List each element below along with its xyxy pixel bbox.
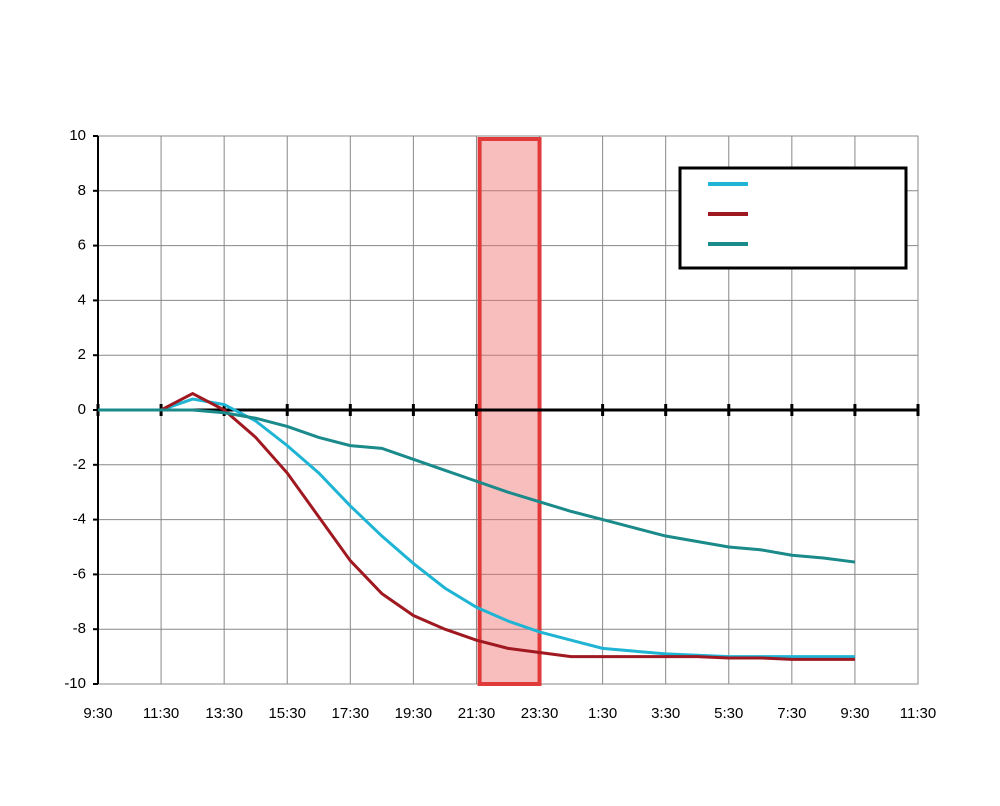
x-tick-label: 9:30 — [840, 705, 869, 722]
x-tick-label: 11:30 — [143, 705, 179, 722]
y-tick-label: -10 — [64, 675, 86, 692]
y-tick-label: 10 — [69, 127, 86, 144]
y-tick-label: 8 — [78, 182, 86, 199]
series-line — [98, 408, 856, 564]
x-tick-label: 11:30 — [900, 705, 936, 722]
x-tick-label: 13:30 — [205, 705, 243, 722]
y-tick-label: 0 — [78, 401, 86, 418]
x-tick-label: 19:30 — [395, 705, 433, 722]
y-tick-label: 4 — [78, 291, 86, 308]
y-tick-label: 2 — [78, 346, 86, 363]
y-tick-label: -8 — [73, 620, 86, 637]
y-tick-label: 6 — [78, 237, 86, 254]
x-tick-label: 5:30 — [714, 705, 743, 722]
x-tick-label: 3:30 — [651, 705, 680, 722]
x-tick-label: 23:30 — [521, 705, 559, 722]
series-line — [129, 391, 855, 661]
x-tick-label: 1:30 — [588, 705, 617, 722]
x-tick-label: 15:30 — [268, 705, 306, 722]
x-tick-label: 21:30 — [458, 705, 496, 722]
x-tick-label: 17:30 — [332, 705, 370, 722]
x-tick-label: 9:30 — [83, 705, 112, 722]
y-tick-label: -2 — [73, 456, 86, 473]
y-tick-label: -4 — [73, 511, 86, 528]
y-tick-label: -6 — [73, 565, 86, 582]
x-tick-label: 7:30 — [777, 705, 806, 722]
